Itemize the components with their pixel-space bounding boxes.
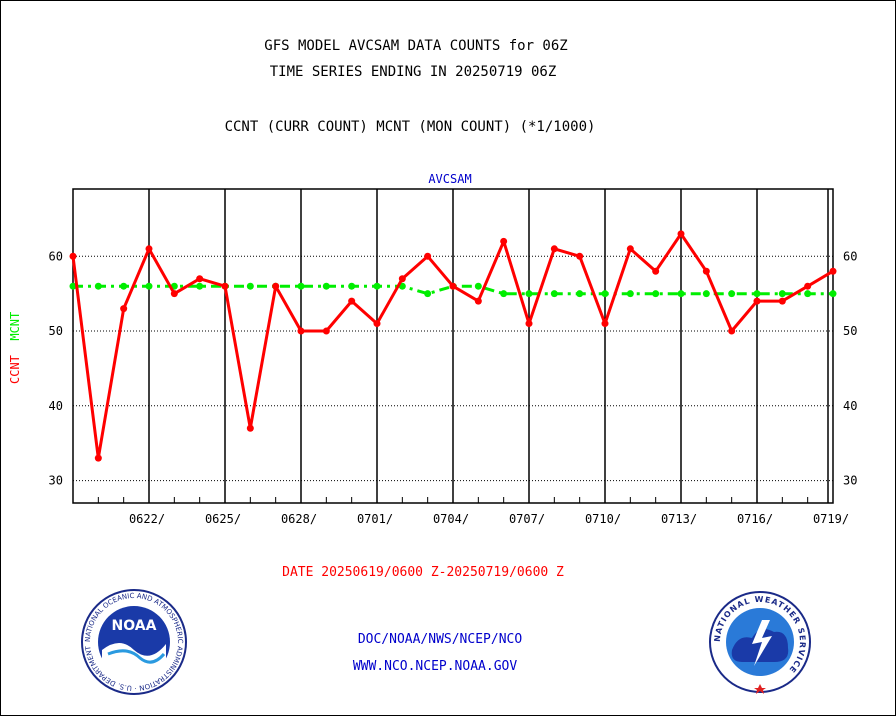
data-point-ccnt (348, 297, 356, 305)
data-point-ccnt (474, 297, 482, 305)
data-point-ccnt (221, 282, 229, 290)
data-point-ccnt (170, 290, 178, 298)
data-point-ccnt (120, 305, 128, 313)
y-tick-label-left: 40 (49, 399, 63, 413)
org-path: DOC/NOAA/NWS/NCEP/NCO (357, 632, 523, 647)
data-point-ccnt (652, 267, 660, 275)
x-tick-label: 0713/ (661, 512, 697, 526)
panel-label: AVCSAM (428, 172, 472, 186)
data-point-ccnt (702, 267, 710, 275)
y-tick-label-left: 30 (49, 474, 63, 488)
nws-logo-icon: NATIONAL WEATHER SERVICE (709, 591, 811, 694)
y-tick-label-right: 30 (843, 474, 857, 488)
data-point-mcnt (196, 282, 204, 290)
x-tick-label: 0707/ (509, 512, 545, 526)
data-point-mcnt (576, 290, 584, 298)
chart-title-line2: TIME SERIES ENDING IN 20250719 06Z (269, 64, 557, 80)
data-point-ccnt (69, 252, 77, 260)
data-point-mcnt (246, 282, 254, 290)
date-range-caption: DATE 20250619/0600 Z-20250719/0600 Z (282, 565, 564, 580)
data-point-ccnt (728, 327, 736, 335)
data-point-mcnt (94, 282, 102, 290)
noaa-logo-text: NOAA (112, 618, 157, 634)
data-point-mcnt (829, 290, 837, 298)
x-tick-label: 0622/ (129, 512, 165, 526)
x-tick-label: 0625/ (205, 512, 241, 526)
data-point-ccnt (297, 327, 305, 335)
data-point-mcnt (297, 282, 305, 290)
data-point-ccnt (753, 297, 761, 305)
data-point-mcnt (702, 290, 710, 298)
chart-title-line1: GFS MODEL AVCSAM DATA COUNTS for 06Z (264, 38, 568, 54)
y-tick-label-right: 40 (843, 399, 857, 413)
data-point-ccnt (398, 275, 406, 283)
x-tick-label: 0716/ (737, 512, 773, 526)
data-point-ccnt (145, 245, 153, 253)
data-point-ccnt (94, 454, 102, 462)
data-point-ccnt (550, 245, 558, 253)
data-point-mcnt (753, 290, 761, 298)
data-point-ccnt (626, 245, 634, 253)
data-point-ccnt (246, 424, 254, 432)
chart-subtitle: CCNT (CURR COUNT) MCNT (MON COUNT) (*1/1… (224, 119, 596, 135)
noaa-logo-icon: NOAA NATIONAL OCEANIC AND ATMOSPHERIC AD… (80, 588, 187, 695)
data-point-ccnt (829, 267, 837, 275)
x-tick-label: 0710/ (585, 512, 621, 526)
data-point-mcnt (778, 290, 786, 298)
data-point-ccnt (424, 252, 432, 260)
data-point-mcnt (500, 290, 508, 298)
data-point-mcnt (804, 290, 812, 298)
y-tick-label-left: 60 (49, 249, 63, 263)
data-point-mcnt (601, 290, 609, 298)
data-point-mcnt (348, 282, 356, 290)
data-point-mcnt (145, 282, 153, 290)
data-point-mcnt (424, 290, 432, 298)
data-point-ccnt (196, 275, 204, 283)
x-tick-label: 0701/ (357, 512, 393, 526)
data-point-ccnt (272, 282, 280, 290)
data-point-mcnt (373, 282, 381, 290)
data-point-mcnt (652, 290, 660, 298)
data-point-ccnt (601, 320, 609, 328)
data-point-ccnt (373, 320, 381, 328)
data-point-mcnt (120, 282, 128, 290)
data-point-mcnt (626, 290, 634, 298)
x-tick-label: 0704/ (433, 512, 469, 526)
website-link[interactable]: WWW.NCO.NCEP.NOAA.GOV (352, 659, 518, 674)
data-point-mcnt (322, 282, 330, 290)
data-point-mcnt (550, 290, 558, 298)
y-tick-label-left: 50 (49, 324, 63, 338)
data-point-mcnt (525, 290, 533, 298)
data-point-mcnt (69, 282, 77, 290)
data-point-ccnt (525, 320, 533, 328)
data-point-ccnt (322, 327, 330, 335)
x-tick-label: 0719/ (813, 512, 849, 526)
data-point-ccnt (677, 230, 685, 238)
y-tick-label-right: 60 (843, 249, 857, 263)
data-point-ccnt (449, 282, 457, 290)
data-point-ccnt (500, 237, 508, 245)
data-point-mcnt (474, 282, 482, 290)
y-tick-label-right: 50 (843, 324, 857, 338)
data-point-ccnt (576, 252, 584, 260)
x-tick-label: 0628/ (281, 512, 317, 526)
data-point-mcnt (728, 290, 736, 298)
data-point-ccnt (778, 297, 786, 305)
data-point-mcnt (677, 290, 685, 298)
data-point-ccnt (804, 282, 812, 290)
